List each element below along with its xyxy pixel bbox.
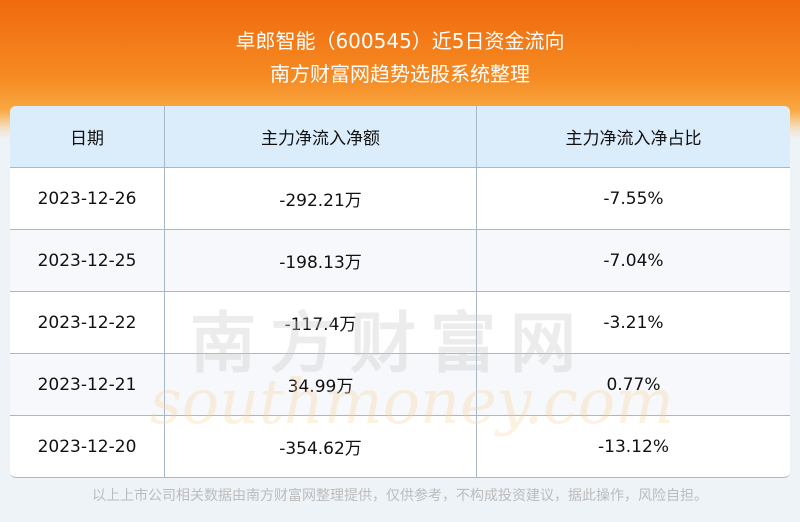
net-ratio-cell: 0.77% — [606, 374, 661, 395]
table-row: 2023-12-26 -292.21万 -7.55% — [10, 168, 790, 230]
date-cell: 2023-12-22 — [10, 292, 165, 353]
column-header-net-amount: 主力净流入净额 — [165, 106, 477, 167]
date-cell: 2023-12-26 — [10, 168, 165, 229]
column-header-date: 日期 — [10, 106, 165, 167]
net-amount-cell: -198.13万 — [165, 230, 477, 291]
page-title: 卓郎智能（600545）近5日资金流向 — [235, 29, 565, 53]
table-header: 日期 主力净流入净额 主力净流入净占比 — [10, 106, 790, 168]
net-amount-cell: -292.21万 — [165, 168, 477, 229]
disclaimer-footer: 以上上市公司相关数据由南方财富网整理提供，仅供参考，不构成投资建议，据此操作，风… — [92, 488, 708, 504]
net-amount-cell: 34.99万 — [165, 354, 477, 415]
fund-flow-table: 日期 主力净流入净额 主力净流入净占比 2023-12-26 -292.21万 … — [10, 106, 790, 478]
net-amount-cell: -354.62万 — [165, 416, 477, 477]
table-row: 2023-12-22 -117.4万 -3.21% — [10, 292, 790, 354]
column-header-net-ratio: 主力净流入净占比 — [565, 129, 702, 149]
date-cell: 2023-12-21 — [10, 354, 165, 415]
net-amount-cell: -117.4万 — [165, 292, 477, 353]
net-ratio-cell: -7.55% — [603, 188, 664, 209]
table-row: 2023-12-21 34.99万 0.77% — [10, 354, 790, 416]
table-row: 2023-12-20 -354.62万 -13.12% — [10, 416, 790, 477]
date-cell: 2023-12-20 — [10, 416, 165, 477]
date-cell: 2023-12-25 — [10, 230, 165, 291]
page-subtitle: 南方财富网趋势选股系统整理 — [270, 62, 530, 86]
net-ratio-cell: -13.12% — [598, 436, 669, 457]
net-ratio-cell: -7.04% — [603, 250, 664, 271]
table-row: 2023-12-25 -198.13万 -7.04% — [10, 230, 790, 292]
net-ratio-cell: -3.21% — [603, 312, 664, 333]
